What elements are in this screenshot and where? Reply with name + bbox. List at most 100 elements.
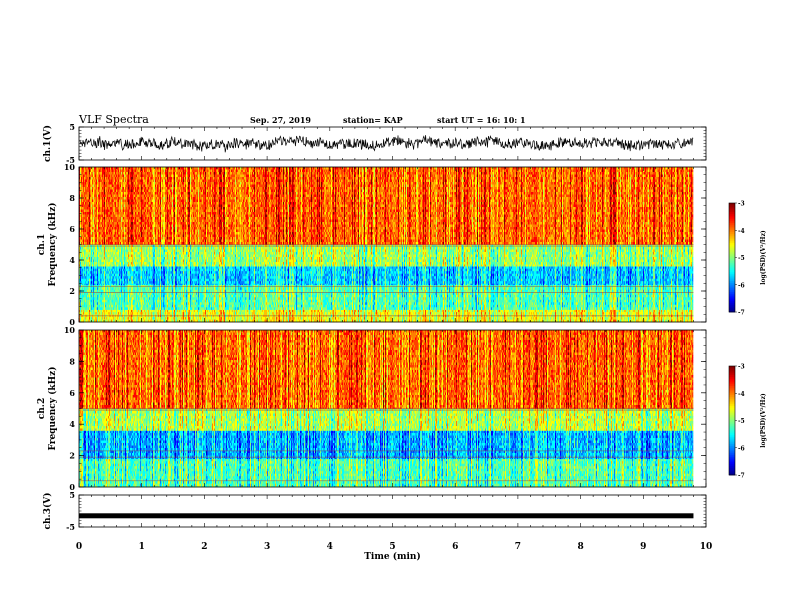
spectrogram-cell <box>362 310 364 313</box>
spectrogram-cell <box>321 312 323 315</box>
spectrogram-cell <box>546 287 549 290</box>
spectrogram-cell <box>419 310 421 313</box>
spectrogram-cell <box>498 317 500 320</box>
station-label: station= KAP <box>343 115 403 125</box>
spectrogram-cell <box>272 312 274 315</box>
spectrogram-cell <box>311 312 313 315</box>
spectrogram-cell <box>433 312 435 315</box>
spectrogram-cell <box>123 287 125 290</box>
spectrogram-cell <box>592 287 595 290</box>
spectrogram-cell <box>636 287 638 290</box>
spectrogram-cell <box>636 317 638 320</box>
spectrogram-cell <box>322 287 324 290</box>
spectrogram-cell <box>606 317 608 320</box>
spectrogram-cell <box>510 310 512 313</box>
spectrogram-cell <box>345 310 347 313</box>
spectrogram-cell <box>261 312 263 315</box>
ch1-waveform-panel: 5-5ch.1(V) <box>42 122 706 165</box>
spectrogram-cell <box>178 312 180 315</box>
spectrogram-cell <box>692 317 693 320</box>
spectrogram-cell <box>639 310 641 313</box>
spectrogram-cell <box>114 312 116 315</box>
spectrogram-cell <box>392 312 394 315</box>
spectrogram-cell <box>208 312 210 315</box>
spectrogram-cell <box>274 312 276 315</box>
spectrogram-cell <box>162 317 165 320</box>
spectrogram-cell <box>658 317 660 320</box>
spectrogram-cell <box>577 287 581 290</box>
spectrogram-cell <box>108 312 110 315</box>
spectrogram-cell <box>258 317 261 320</box>
spectrogram-cell <box>255 317 257 320</box>
spectrogram-cell <box>155 287 157 290</box>
spectrogram-cell <box>200 312 203 315</box>
spectrogram-cell <box>95 317 97 320</box>
spectrogram-cell <box>231 287 233 290</box>
spectrogram-cell <box>227 312 229 315</box>
spectrogram-cell <box>277 317 279 320</box>
spectrogram-cell <box>280 317 282 320</box>
spectrogram-cell <box>639 312 643 315</box>
spectrogram-cell <box>264 310 267 313</box>
spectrogram-cell <box>664 312 666 315</box>
spectrogram-cell <box>130 312 132 315</box>
spectrogram-cell <box>169 317 171 320</box>
spectrogram-cell <box>365 287 367 290</box>
spectrogram-cell <box>468 287 471 290</box>
spectrogram-cell <box>650 310 652 313</box>
spectrogram-cell <box>336 312 338 315</box>
spectrogram-cell <box>616 317 618 320</box>
spectrogram-cell <box>500 317 502 320</box>
spectrogram-cell <box>248 287 250 290</box>
spectrogram-cell <box>465 287 467 290</box>
ch1-spectrogram-panel: 0246810ch.1 Frequency (kHz) <box>37 162 706 327</box>
spectrogram-cell <box>360 312 362 315</box>
spectrogram-cell <box>336 310 340 313</box>
spectrogram-cell <box>326 287 329 290</box>
spectrogram-cell <box>195 287 197 290</box>
spectrogram-cell <box>471 312 473 315</box>
spectrogram-cell <box>308 312 310 315</box>
spectrogram-cell <box>95 312 97 315</box>
spectrogram-cell <box>479 310 481 313</box>
spectrogram-cell <box>606 312 609 315</box>
spectrogram-cell <box>638 287 640 290</box>
spectrogram-cell <box>548 312 552 315</box>
spectrogram-cell <box>377 287 379 290</box>
spectrogram-cell <box>372 312 374 315</box>
spectrogram-cell <box>341 317 343 320</box>
spectrogram-cell <box>262 317 265 320</box>
spectrogram-cell <box>277 312 279 315</box>
spectrogram-cell <box>559 317 561 320</box>
spectrogram-cell <box>564 317 566 320</box>
spectrogram-cell <box>612 317 616 320</box>
spectrogram-cell <box>641 310 643 313</box>
spectrogram-cell <box>573 317 576 320</box>
spectrogram-cell <box>590 310 594 313</box>
spectrogram-cell <box>270 312 272 315</box>
spectrogram-cell <box>470 317 472 320</box>
spectrogram-cell <box>486 317 488 320</box>
spectrogram-cell <box>292 312 295 315</box>
spectrogram-cell <box>328 312 330 315</box>
spectrogram-cell <box>117 310 120 313</box>
spectrogram-cell <box>87 317 89 320</box>
spectrogram-cell <box>242 317 244 320</box>
spectrogram-cell <box>208 317 211 320</box>
spectrogram-cell <box>144 317 146 320</box>
spectrogram-cell <box>258 310 260 313</box>
spectrogram-cell <box>381 312 384 315</box>
spectrogram-cell <box>307 287 310 290</box>
spectrogram-cell <box>267 287 269 290</box>
spectrogram-cell <box>413 310 415 313</box>
spectrogram-cell <box>462 312 464 315</box>
spectrogram-cell <box>369 287 371 290</box>
spectrogram-cell <box>143 312 145 315</box>
spectrogram-cell <box>646 310 648 313</box>
spectrogram-cell <box>193 287 195 290</box>
spectrogram-cell <box>133 312 137 315</box>
spectrogram-cell <box>135 287 137 290</box>
spectrogram-cell <box>565 287 567 290</box>
spectrogram-cell <box>194 317 196 320</box>
spectrogram-cell <box>655 317 657 320</box>
